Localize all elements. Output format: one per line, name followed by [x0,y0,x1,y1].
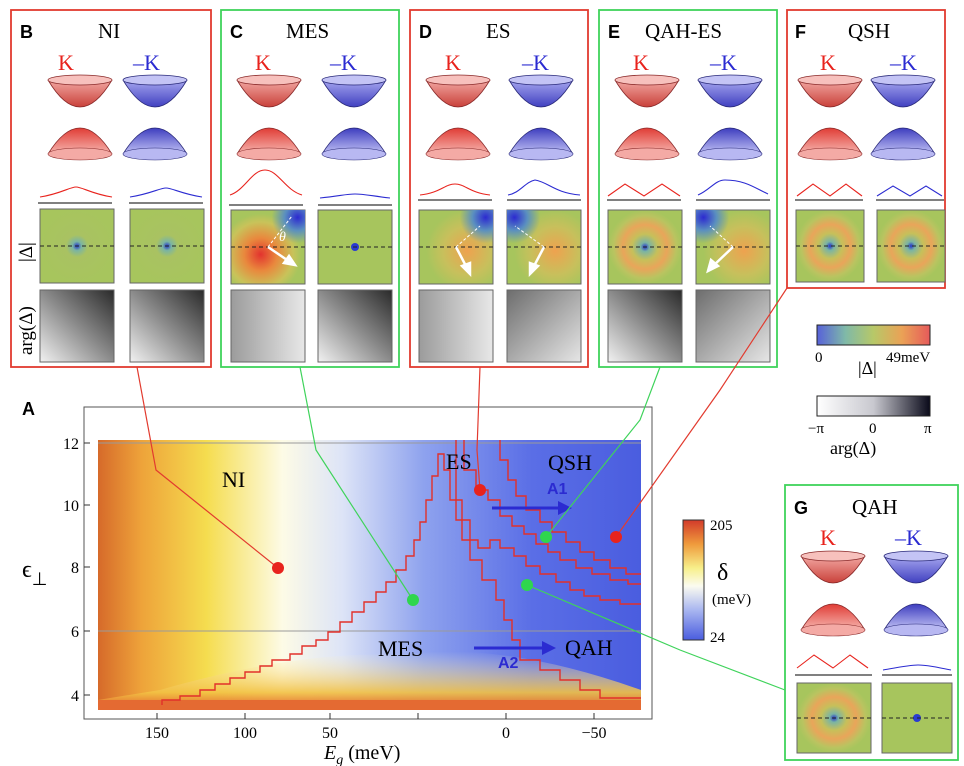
panel-e-letter: E [608,22,620,42]
gap-profiles [38,169,952,676]
panel-b-title: NI [98,19,120,43]
panel-e-title: QAH-ES [645,19,722,43]
panel-f-frame [786,9,946,289]
phase-region-labels: NI ES QSH MES QAH [222,449,613,661]
y-tick: 8 [71,560,79,577]
phase-boundaries [161,440,641,705]
panel-f-title: QSH [848,19,890,43]
arg-colorbar-mid: 0 [869,421,877,437]
x-tick: 150 [145,725,169,742]
valley-label-minus-k: –K [329,50,357,75]
point-ni [272,562,284,574]
panel-b-frame [10,9,212,368]
arg-colorbar [816,395,931,417]
valley-label-minus-k: –K [132,50,160,75]
arg-colorbar-min: −π [808,421,824,437]
phase-diagram-map [98,440,641,710]
delta-unit: (meV) [712,592,751,608]
arg-colorbar-label: arg(Δ) [830,438,876,459]
x-tick: 0 [502,725,510,742]
theta-label: θ [279,230,286,245]
delta-colorbar-min: 24 [710,630,726,646]
phase-points [272,484,622,606]
arrow-label-a1: A1 [547,481,568,498]
valley-label-minus-k: –K [889,50,917,75]
panel-c-title: MES [286,19,329,43]
delta-symbol: δ [717,560,728,586]
valley-label-minus-k: –K [709,50,737,75]
row-label-abs: |Δ| [16,242,37,262]
panel-d-letter: D [419,22,432,42]
x-axis-label-unit: (meV) [343,742,400,764]
panel-d-frame [409,9,589,368]
panel-c-letter: C [230,22,243,42]
point-qsh [610,531,622,543]
panel-b-letter: B [20,22,33,42]
y-axis-label: ϵ⊥ [22,557,47,589]
panel-a-letter: A [22,399,35,419]
panel-g-title: QAH [852,495,898,519]
region-mes: MES [378,636,423,661]
valley-label-k: K [255,50,271,75]
y-axis-label-sub: ⊥ [32,569,48,589]
y-tick: 4 [71,688,79,705]
transition-arrows: A1 A2 [474,481,572,672]
gap-phase-maps [39,289,771,363]
connector-lines [136,287,788,691]
abs-colorbar [816,324,931,346]
region-qah: QAH [565,635,613,660]
y-tick-labels: 4 6 8 10 12 [63,436,79,705]
gap-magnitude-maps: θ [39,208,953,754]
axis-ticks [84,442,595,719]
x-tick: 100 [233,725,257,742]
abs-colorbar-min: 0 [815,350,823,366]
arrow-label-a2: A2 [498,655,519,672]
point-qah-es [540,531,552,543]
point-qah [521,579,533,591]
panel-e-frame [598,9,778,368]
valley-label-minus-k: –K [894,525,922,550]
valley-label-k: K [820,50,836,75]
row-label-arg: arg(Δ) [16,306,37,355]
region-es: ES [446,449,472,474]
y-tick: 6 [71,624,79,641]
arg-colorbar-max: π [924,421,932,437]
panel-c-frame [220,9,400,368]
abs-colorbar-max: 49meV [886,350,930,366]
valley-label-minus-k: –K [521,50,549,75]
point-mes [407,594,419,606]
delta-colorbar-max: 205 [710,518,733,534]
panel-d-title: ES [486,19,511,43]
valley-label-k: K [820,525,836,550]
x-axis-label: Eg (meV) [323,742,400,766]
x-tick-labels: 150 100 50 0 −50 [145,725,607,742]
point-es [474,484,486,496]
valley-label-k: K [633,50,649,75]
panel-g-letter: G [794,498,808,518]
x-tick: 50 [322,725,338,742]
valley-label-k: K [445,50,461,75]
panel-g-frame [784,484,959,761]
x-axis-label-sub: g [336,753,343,766]
x-tick: −50 [581,725,606,742]
valley-label-k: K [58,50,74,75]
y-tick: 10 [63,498,79,515]
valley-labels: K –K K –K K –K K –K K –K K –K [58,50,922,550]
y-tick: 12 [63,436,79,453]
abs-colorbar-label: |Δ| [858,358,877,378]
panel-f-letter: F [795,22,806,42]
delta-colorbar [682,519,705,641]
region-qsh: QSH [548,450,592,475]
region-ni: NI [222,467,245,492]
